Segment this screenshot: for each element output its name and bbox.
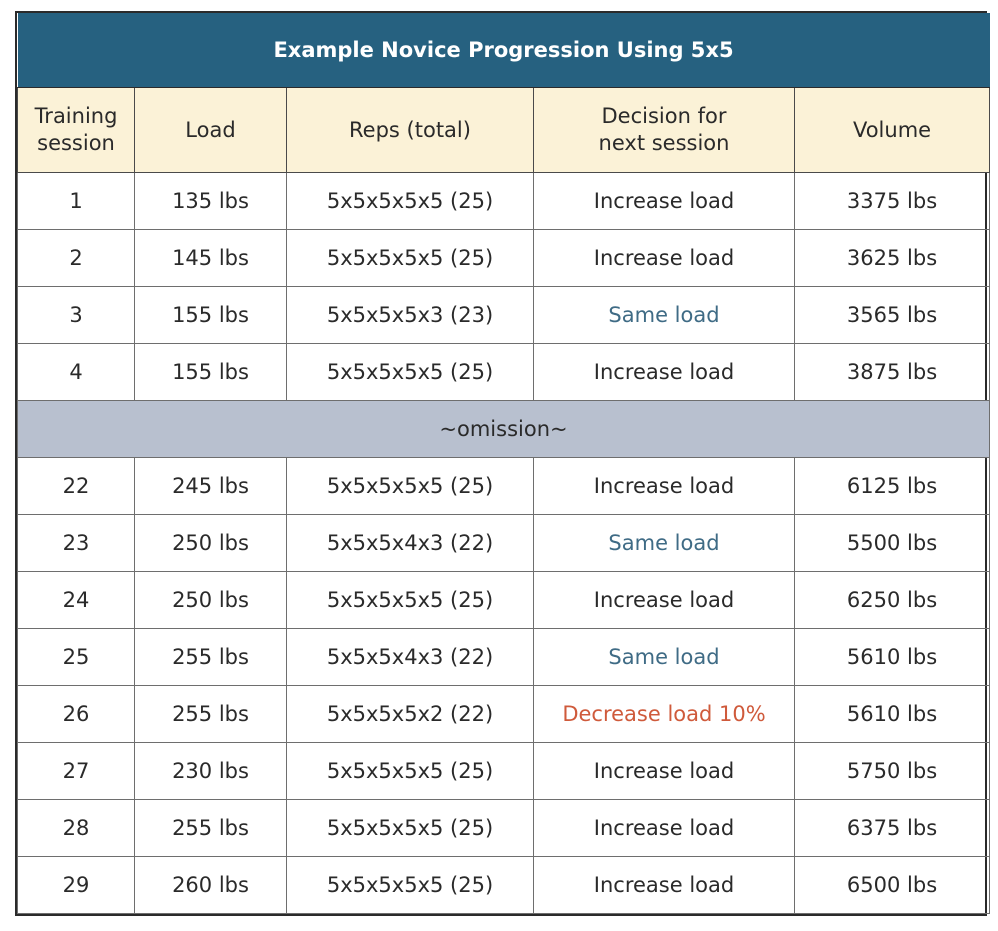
- cell-session: 27: [17, 742, 135, 800]
- cell-load: 145 lbs: [134, 229, 287, 287]
- omission-label: ~omission~: [16, 400, 991, 458]
- header-load: Load: [134, 87, 287, 173]
- cell-session: 22: [17, 457, 135, 515]
- cell-reps: 5x5x5x5x5 (25): [286, 799, 534, 857]
- table-title: Example Novice Progression Using 5x5: [17, 13, 990, 88]
- cell-volume: 6375 lbs: [793, 799, 991, 857]
- cell-load: 230 lbs: [134, 742, 287, 800]
- cell-load: 250 lbs: [134, 514, 287, 572]
- cell-decision: Decrease load 10%: [533, 685, 795, 743]
- table-row: 25 255 lbs 5x5x5x4x3 (22) Same load 5610 lbs: [17, 628, 991, 686]
- table-row: 4 155 lbs 5x5x5x5x5 (25) Increase load 3875 …: [17, 343, 991, 401]
- cell-session: 3: [17, 286, 135, 344]
- cell-load: 250 lbs: [134, 571, 287, 629]
- cell-load: 255 lbs: [134, 628, 287, 686]
- cell-session: 28: [17, 799, 135, 857]
- cell-decision: Increase load: [533, 571, 795, 629]
- cell-decision: Increase load: [533, 172, 795, 230]
- cell-decision: Increase load: [533, 856, 795, 914]
- cell-session: 29: [17, 856, 135, 914]
- omission-row: ~omission~: [16, 400, 991, 458]
- table-row: 2 145 lbs 5x5x5x5x5 (25) Increase load 3625 …: [17, 229, 991, 287]
- table-row: 1 135 lbs 5x5x5x5x5 (25) Increase load 3375 …: [17, 172, 991, 230]
- table-row: 28 255 lbs 5x5x5x5x5 (25) Increase load 6375…: [17, 799, 991, 857]
- progression-table-grid: Example Novice Progression Using 5x5 Tra…: [16, 13, 991, 914]
- cell-reps: 5x5x5x5x5 (25): [286, 343, 534, 401]
- cell-volume: 5610 lbs: [793, 685, 991, 743]
- table-row: 3 155 lbs 5x5x5x5x3 (23) Same load 3565 lbs: [17, 286, 991, 344]
- cell-decision: Same load: [533, 628, 795, 686]
- cell-reps: 5x5x5x4x3 (22): [286, 514, 534, 572]
- cell-session: 2: [17, 229, 135, 287]
- cell-volume: 3375 lbs: [793, 172, 991, 230]
- table-row: 22 245 lbs 5x5x5x5x5 (25) Increase load 6125…: [17, 457, 991, 515]
- cell-reps: 5x5x5x5x5 (25): [286, 457, 534, 515]
- cell-load: 260 lbs: [134, 856, 287, 914]
- cell-reps: 5x5x5x5x5 (25): [286, 229, 534, 287]
- cell-reps: 5x5x5x5x5 (25): [286, 172, 534, 230]
- cell-session: 26: [17, 685, 135, 743]
- cell-session: 24: [17, 571, 135, 629]
- cell-volume: 5500 lbs: [793, 514, 991, 572]
- table-row: 24 250 lbs 5x5x5x5x5 (25) Increase load 6250…: [17, 571, 991, 629]
- header-decision: Decision for next session: [533, 87, 795, 173]
- cell-volume: 3875 lbs: [793, 343, 991, 401]
- cell-reps: 5x5x5x5x5 (25): [286, 856, 534, 914]
- cell-decision: Same load: [533, 286, 795, 344]
- header-reps: Reps (total): [286, 87, 534, 173]
- table-row: 29 260 lbs 5x5x5x5x5 (25) Increase load 6500…: [17, 856, 991, 914]
- cell-decision: Increase load: [533, 229, 795, 287]
- progression-table: Example Novice Progression Using 5x5 Tra…: [15, 11, 991, 916]
- cell-reps: 5x5x5x4x3 (22): [286, 628, 534, 686]
- cell-decision: Increase load: [533, 742, 795, 800]
- table-row: 23 250 lbs 5x5x5x4x3 (22) Same load 5500 lbs: [17, 514, 991, 572]
- cell-load: 245 lbs: [134, 457, 287, 515]
- table-row: 26 255 lbs 5x5x5x5x2 (22) Decrease load 10%…: [17, 685, 991, 743]
- cell-decision: Increase load: [533, 799, 795, 857]
- cell-reps: 5x5x5x5x5 (25): [286, 571, 534, 629]
- cell-volume: 5750 lbs: [793, 742, 991, 800]
- cell-decision: Increase load: [533, 457, 795, 515]
- cell-volume: 6500 lbs: [793, 856, 991, 914]
- cell-reps: 5x5x5x5x3 (23): [286, 286, 534, 344]
- cell-decision: Increase load: [533, 343, 795, 401]
- cell-load: 255 lbs: [134, 799, 287, 857]
- cell-load: 155 lbs: [134, 343, 287, 401]
- cell-session: 1: [17, 172, 135, 230]
- cell-volume: 5610 lbs: [793, 628, 991, 686]
- header-volume: Volume: [793, 87, 991, 173]
- table-row: 27 230 lbs 5x5x5x5x5 (25) Increase load 5750…: [17, 742, 991, 800]
- cell-volume: 6125 lbs: [793, 457, 991, 515]
- cell-volume: 3565 lbs: [793, 286, 991, 344]
- header-training-session: Training session: [17, 87, 135, 173]
- cell-reps: 5x5x5x5x5 (25): [286, 742, 534, 800]
- cell-decision: Same load: [533, 514, 795, 572]
- cell-volume: 3625 lbs: [793, 229, 991, 287]
- cell-load: 155 lbs: [134, 286, 287, 344]
- cell-volume: 6250 lbs: [793, 571, 991, 629]
- cell-reps: 5x5x5x5x2 (22): [286, 685, 534, 743]
- cell-session: 23: [17, 514, 135, 572]
- cell-load: 255 lbs: [134, 685, 287, 743]
- cell-session: 25: [17, 628, 135, 686]
- cell-load: 135 lbs: [134, 172, 287, 230]
- cell-session: 4: [17, 343, 135, 401]
